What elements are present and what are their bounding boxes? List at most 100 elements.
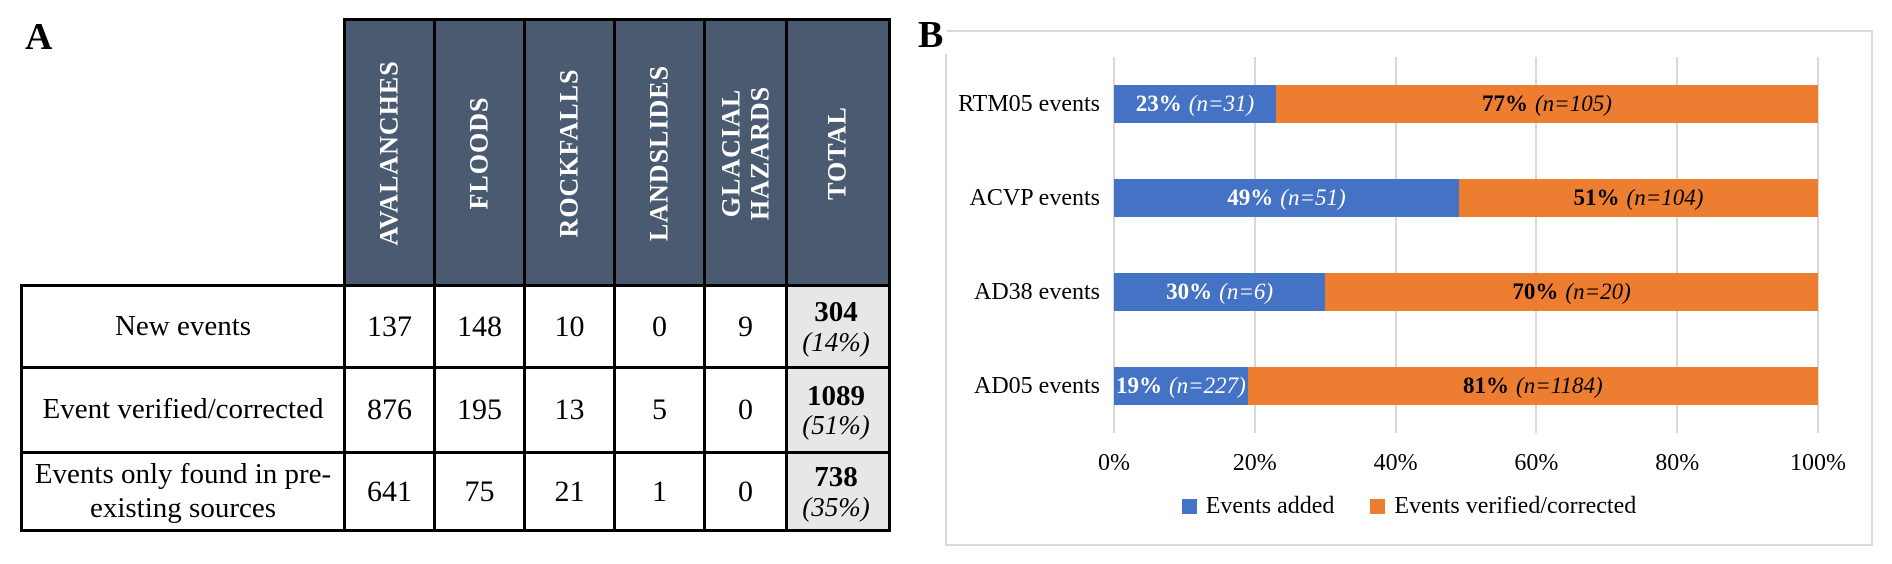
col-header-rockfalls: ROCKFALLS — [523, 18, 616, 287]
cell-value: 13 — [523, 366, 616, 454]
segment-n-label: (n=104) — [1626, 185, 1704, 210]
stacked-bar-chart: RTM05 events 23% (n=31) 77% (n=105) ACVP e… — [945, 30, 1873, 546]
table-row-verified-corrected: Event verified/corrected 876 195 13 5 0 … — [20, 366, 891, 454]
cell-value: 641 — [343, 451, 436, 532]
col-header-rockfalls-text: ROCKFALLS — [554, 68, 584, 237]
cell-value: 0 — [703, 451, 788, 532]
segment-n-label: (n=20) — [1565, 279, 1631, 304]
table-row-new-events: New events 137 148 10 0 9 304 (14%) — [20, 284, 891, 369]
segment-n-label: (n=105) — [1535, 91, 1612, 116]
legend-label: Events verified/corrected — [1394, 493, 1637, 519]
col-header-floods: FLOODS — [433, 18, 526, 287]
bar-row-rtm05: RTM05 events 23% (n=31) 77% (n=105) — [958, 85, 1818, 123]
x-axis: 0% 20% 40% 60% 80% 100% — [1098, 450, 1846, 480]
cell-value: 21 — [523, 451, 616, 532]
gridline-100 — [1817, 57, 1819, 433]
cell-value: 0 — [613, 284, 706, 369]
col-header-avalanches: AVALANCHES — [343, 18, 436, 287]
category-label: AD05 events — [974, 373, 1100, 399]
total-cell: 304 (14%) — [785, 284, 891, 369]
cell-value: 195 — [433, 366, 526, 454]
x-tick-label: 100% — [1790, 450, 1846, 476]
cell-value: 1 — [613, 451, 706, 532]
segment-percent-label: 81% — [1463, 373, 1510, 398]
bar-row-ad38: AD38 events 30% (n=6) 70% (n=20) — [974, 273, 1818, 311]
gridline-60 — [1535, 57, 1538, 433]
gridline-40 — [1394, 57, 1397, 433]
stacked-bar: 23% (n=31) 77% (n=105) — [1114, 85, 1818, 123]
total-percent: (14%) — [802, 326, 870, 357]
stacked-bar: 49% (n=51) 51% (n=104) — [1114, 179, 1818, 217]
cell-value: 9 — [703, 284, 788, 369]
col-header-glacial-hazards: GLACIAL HAZARDS — [703, 18, 788, 287]
legend-item-events-verified: Events verified/corrected — [1370, 493, 1636, 520]
cell-value: 137 — [343, 284, 436, 369]
cell-value: 75 — [433, 451, 526, 532]
gridline-20 — [1253, 57, 1256, 433]
segment-percent-label: 70% — [1512, 279, 1559, 304]
segment-n-label: (n=6) — [1219, 279, 1274, 304]
x-tick-label: 20% — [1232, 450, 1277, 476]
total-percent: (51%) — [802, 410, 870, 441]
total-cell: 738 (35%) — [785, 451, 891, 532]
x-tick-label: 60% — [1514, 450, 1559, 476]
segment-events-verified: 70% (n=20) — [1325, 273, 1818, 311]
segment-events-added: 30% (n=6) — [1114, 273, 1326, 311]
col-header-glacial-hazards-text: GLACIAL HAZARDS — [715, 85, 774, 220]
stacked-bar: 19% (n=227) 81% (n=1184) — [1114, 367, 1818, 405]
x-tick-label: 80% — [1655, 450, 1700, 476]
col-header-total: TOTAL — [785, 18, 891, 287]
legend-swatch-blue-icon — [1181, 499, 1197, 514]
total-value: 738 — [814, 461, 858, 494]
col-header-avalanches-text: AVALANCHES — [374, 59, 404, 246]
segment-events-verified: 51% (n=104) — [1458, 179, 1818, 217]
segment-percent-label: 19% — [1115, 373, 1162, 398]
col-header-total-text: TOTAL — [822, 105, 852, 200]
category-label: ACVP events — [969, 185, 1100, 211]
gridline-0 — [1113, 57, 1115, 433]
segment-percent-label: 77% — [1482, 91, 1529, 116]
cell-value: 148 — [433, 284, 526, 369]
row-label: Event verified/corrected — [20, 366, 346, 454]
category-label: RTM05 events — [958, 91, 1100, 117]
segment-percent-label: 23% — [1135, 91, 1182, 116]
legend-item-events-added: Events added — [1181, 493, 1335, 520]
total-percent: (35%) — [802, 491, 870, 522]
row-label: New events — [20, 284, 346, 369]
x-tick-label: 40% — [1373, 450, 1418, 476]
col-header-landslides-text: LANDSLIDES — [644, 64, 674, 241]
cell-value: 876 — [343, 366, 436, 454]
legend-label: Events added — [1205, 493, 1335, 519]
legend: Events added Events verified/corrected — [947, 493, 1871, 520]
table-row-pre-existing: Events only found in pre-existing source… — [20, 451, 891, 532]
plot-area: RTM05 events 23% (n=31) 77% (n=105) ACVP e… — [958, 57, 1819, 433]
total-cell: 1089 (51%) — [785, 366, 891, 454]
gridline-80 — [1676, 57, 1679, 433]
events-summary-table: AVALANCHES FLOODS ROCKFALLS LANDSLIDES G… — [20, 18, 891, 532]
segment-percent-label: 30% — [1166, 279, 1213, 304]
legend-swatch-orange-icon — [1370, 499, 1386, 514]
segment-n-label: (n=51) — [1280, 185, 1346, 210]
table-corner-blank — [21, 19, 346, 287]
total-value: 1089 — [807, 379, 865, 412]
segment-percent-label: 51% — [1573, 185, 1620, 210]
bar-row-acvp: ACVP events 49% (n=51) 51% (n=104) — [970, 179, 1818, 217]
segment-n-label: (n=31) — [1188, 91, 1255, 116]
segment-events-added: 49% (n=51) — [1114, 179, 1459, 217]
cell-value: 5 — [613, 366, 706, 454]
cell-value: 0 — [703, 366, 788, 454]
segment-events-verified: 81% (n=1184) — [1247, 367, 1818, 405]
segment-n-label: (n=227) — [1168, 373, 1246, 398]
header-row: AVALANCHES FLOODS ROCKFALLS LANDSLIDES G… — [21, 18, 891, 287]
segment-percent-label: 49% — [1227, 185, 1274, 210]
segment-events-added: 23% (n=31) — [1114, 85, 1276, 123]
panel-b-label: B — [914, 16, 948, 54]
cell-value: 10 — [523, 284, 616, 369]
segment-n-label: (n=1184) — [1516, 373, 1603, 398]
col-header-landslides: LANDSLIDES — [613, 18, 706, 287]
x-tick-label: 0% — [1098, 450, 1130, 476]
segment-events-added: 19% (n=227) — [1114, 367, 1248, 405]
total-value: 304 — [814, 296, 858, 329]
col-header-floods-text: FLOODS — [464, 96, 494, 209]
segment-events-verified: 77% (n=105) — [1275, 85, 1818, 123]
